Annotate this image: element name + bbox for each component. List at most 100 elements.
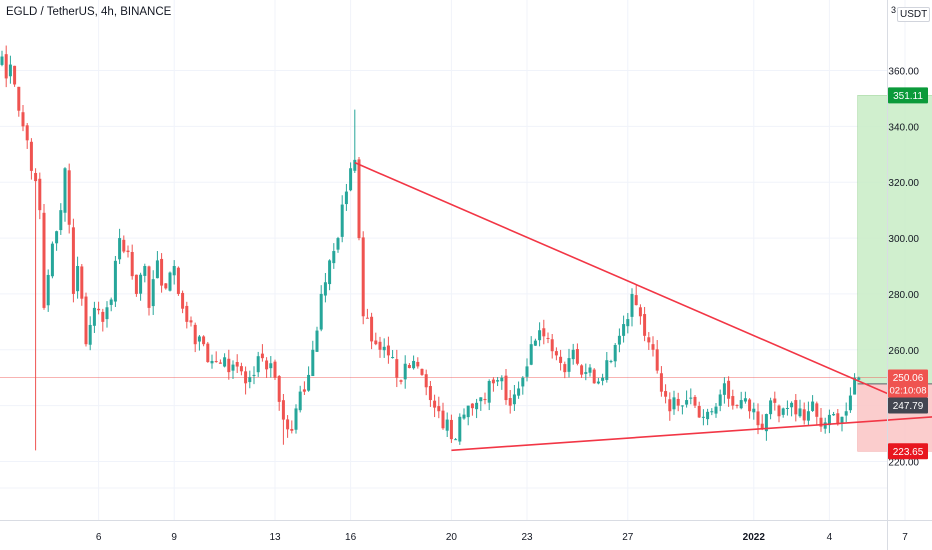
candle-body — [424, 374, 428, 388]
candle-body — [458, 416, 462, 442]
candle-body — [756, 411, 760, 426]
candle-body — [323, 282, 327, 296]
candle-body — [605, 360, 609, 380]
price-tags: 351.11 223.65 250.06 02:10:08 247.79 — [888, 87, 928, 460]
candle-body — [50, 243, 54, 277]
candle-body — [193, 324, 197, 345]
candle-body — [731, 396, 735, 406]
candle-body — [781, 408, 785, 415]
candle-body — [693, 396, 697, 406]
chart-title: EGLD / TetherUS, 4h, BINANCE — [6, 6, 172, 18]
candle-body — [172, 266, 176, 276]
candle-body — [475, 402, 479, 410]
currency-label[interactable]: USDT — [897, 7, 931, 22]
candle-body — [550, 339, 554, 352]
y-tick-label: 260.00 — [888, 346, 919, 357]
candle-body — [13, 65, 17, 85]
candle-body — [609, 360, 613, 362]
candle-body — [273, 361, 277, 378]
candle-body — [67, 170, 71, 225]
candle-body — [76, 266, 80, 292]
candle-body — [794, 400, 798, 415]
candle-body — [281, 400, 285, 420]
time-axis[interactable]: 6913162023272022471013 — [0, 520, 932, 544]
candle-body — [260, 353, 264, 359]
support-trendline[interactable] — [451, 416, 932, 452]
candle-body — [8, 64, 12, 77]
trendlines — [354, 161, 932, 452]
candle-body — [176, 267, 180, 294]
candle-body — [210, 360, 214, 364]
candle-body — [601, 377, 605, 381]
candle-body — [777, 405, 781, 417]
candle-body — [504, 375, 508, 401]
x-tick-label: 2022 — [743, 532, 766, 543]
candle-body — [71, 227, 75, 294]
grid-layer — [0, 0, 906, 520]
candle-body — [634, 295, 638, 306]
candle-body — [382, 346, 386, 351]
candle-body — [508, 398, 512, 406]
last-price-tag-bg — [888, 369, 928, 398]
candle-body — [139, 274, 143, 294]
resistance-trendline[interactable] — [354, 161, 923, 410]
candle-body — [743, 398, 747, 402]
candle-body — [164, 283, 168, 289]
candle-body — [59, 210, 63, 231]
candle-body — [466, 405, 470, 418]
candles — [0, 45, 861, 451]
y-tick-label: 340.00 — [888, 122, 919, 133]
candle-body — [21, 112, 25, 127]
candle-body — [848, 395, 852, 411]
candle-body — [844, 411, 848, 416]
candle-body — [718, 394, 722, 406]
x-tick-label: 13 — [269, 532, 281, 543]
candle-body — [676, 398, 680, 406]
candle-body — [769, 400, 773, 415]
candle-body — [563, 364, 567, 373]
candle-body — [832, 414, 836, 416]
candle-body — [46, 274, 50, 306]
x-tick-label: 16 — [345, 532, 357, 543]
candle-body — [445, 419, 449, 431]
candle-body — [647, 337, 651, 343]
candle-body — [370, 316, 374, 342]
candle-body — [538, 330, 542, 341]
candle-body — [857, 377, 861, 380]
candle-body — [218, 362, 222, 364]
candle-body — [802, 409, 806, 421]
candle-body — [336, 238, 340, 250]
candle-body — [483, 398, 487, 401]
candle-body — [25, 125, 29, 141]
candle-body — [701, 416, 705, 418]
candle-body — [181, 292, 185, 309]
candle-body — [462, 414, 466, 419]
candle-body — [487, 381, 491, 403]
candle-body — [416, 361, 420, 367]
candle-body — [546, 337, 550, 339]
candle-body — [34, 173, 38, 182]
candle-body — [151, 279, 155, 307]
x-tick-label: 23 — [521, 532, 533, 543]
candle-body — [714, 406, 718, 414]
candle-body — [386, 345, 390, 356]
candle-body — [785, 407, 789, 409]
candle-body — [655, 349, 659, 371]
y-tick-label: 280.00 — [888, 290, 919, 301]
candle-body — [811, 401, 815, 411]
candle-body — [685, 400, 689, 405]
candle-body — [407, 364, 411, 369]
candle-body — [101, 311, 105, 322]
candle-body — [420, 368, 424, 375]
y-tick-label: 360.00 — [888, 67, 919, 78]
candle-body — [706, 411, 710, 420]
candle-body — [4, 54, 8, 79]
position-zones — [0, 95, 932, 452]
candle-body — [496, 380, 500, 382]
candle-body — [651, 344, 655, 350]
candle-body — [378, 341, 382, 350]
candle-body — [559, 356, 563, 363]
candle-body — [575, 349, 579, 364]
